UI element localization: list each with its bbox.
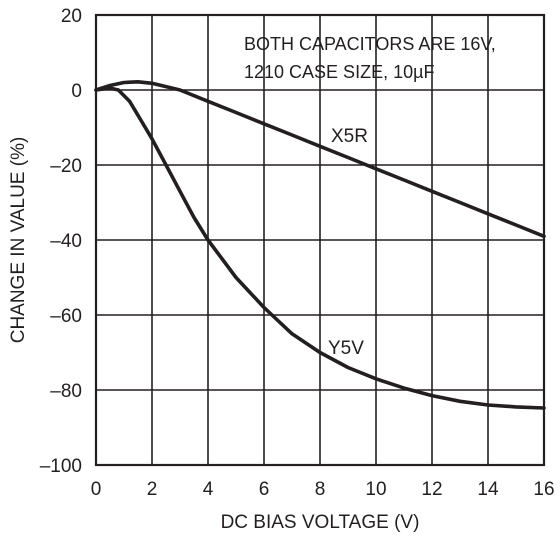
x-tick-label: 16 [533,479,554,500]
x-tick-labels: 0 2 4 6 8 10 12 14 16 [91,479,555,500]
y-tick-label: –20 [50,156,82,177]
y-tick-labels: 20 0 –20 –40 –60 –80 –100 [40,6,82,477]
x-tick-label: 8 [315,479,326,500]
x-tick-label: 2 [147,479,158,500]
x-tick-label: 10 [365,479,386,500]
y-tick-label: 0 [71,81,82,102]
y-tick-label: –80 [50,381,82,402]
grid [96,15,544,465]
x-tick-label: 14 [477,479,499,500]
series-group [94,80,546,410]
plot-frame [94,13,546,467]
y-tick-label: –100 [40,456,82,477]
x-tick-label: 0 [91,479,102,500]
annotation-line-2: 1210 CASE SIZE, 10µF [244,62,434,82]
series-line-x5r [94,80,546,239]
y-tick-label: –60 [50,306,82,327]
series-line-y5v [94,86,546,410]
x-tick-label: 12 [421,479,442,500]
series-label-x5r: X5R [331,126,368,147]
x-tick-label: 4 [203,479,214,500]
x-axis-title: DC BIAS VOLTAGE (V) [221,512,420,533]
annotation-line-1: BOTH CAPACITORS ARE 16V, [244,34,496,54]
x-tick-label: 6 [259,479,270,500]
y-tick-label: 20 [61,6,82,27]
series-label-y5v: Y5V [328,338,364,359]
y-tick-label: –40 [50,231,82,252]
y-axis-title: CHANGE IN VALUE (%) [8,137,29,344]
